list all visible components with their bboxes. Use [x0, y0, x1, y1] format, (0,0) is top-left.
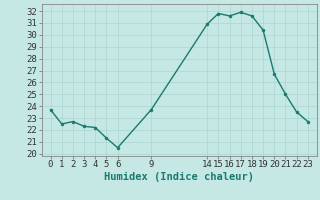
X-axis label: Humidex (Indice chaleur): Humidex (Indice chaleur) — [104, 172, 254, 182]
